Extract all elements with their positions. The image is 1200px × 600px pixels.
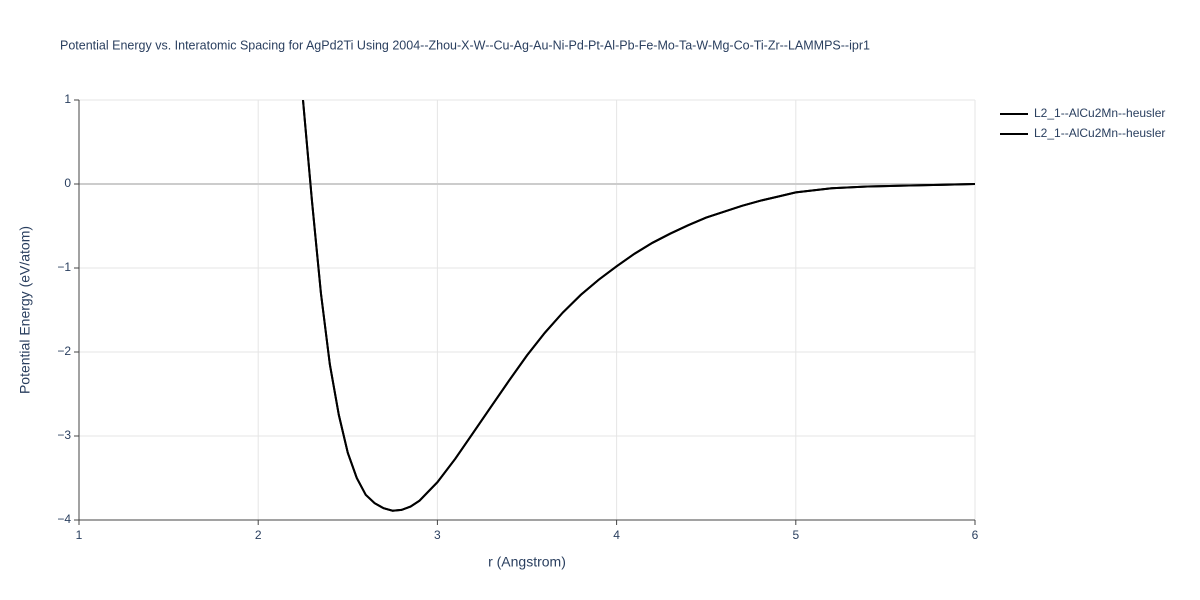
y-tick-label: −2 — [57, 344, 71, 358]
y-tick-label: −4 — [57, 512, 71, 526]
x-tick-label: 4 — [613, 528, 620, 542]
x-axis-title: r (Angstrom) — [488, 554, 566, 570]
legend-label: L2_1--AlCu2Mn--heusler — [1034, 106, 1165, 120]
x-tick-label: 2 — [255, 528, 262, 542]
x-tick-label: 3 — [434, 528, 441, 542]
legend-label: L2_1--AlCu2Mn--heusler — [1034, 126, 1165, 140]
y-axis-title: Potential Energy (eV/atom) — [17, 226, 33, 394]
x-tick-label: 6 — [972, 528, 979, 542]
y-tick-label: 0 — [64, 176, 71, 190]
series-line — [302, 100, 975, 512]
y-tick-label: 1 — [64, 92, 71, 106]
y-tick-label: −1 — [57, 260, 71, 274]
x-tick-label: 5 — [792, 528, 799, 542]
y-tick-label: −3 — [57, 428, 71, 442]
series-line — [302, 100, 975, 512]
chart-title: Potential Energy vs. Interatomic Spacing… — [60, 38, 870, 52]
x-tick-label: 1 — [76, 528, 83, 542]
